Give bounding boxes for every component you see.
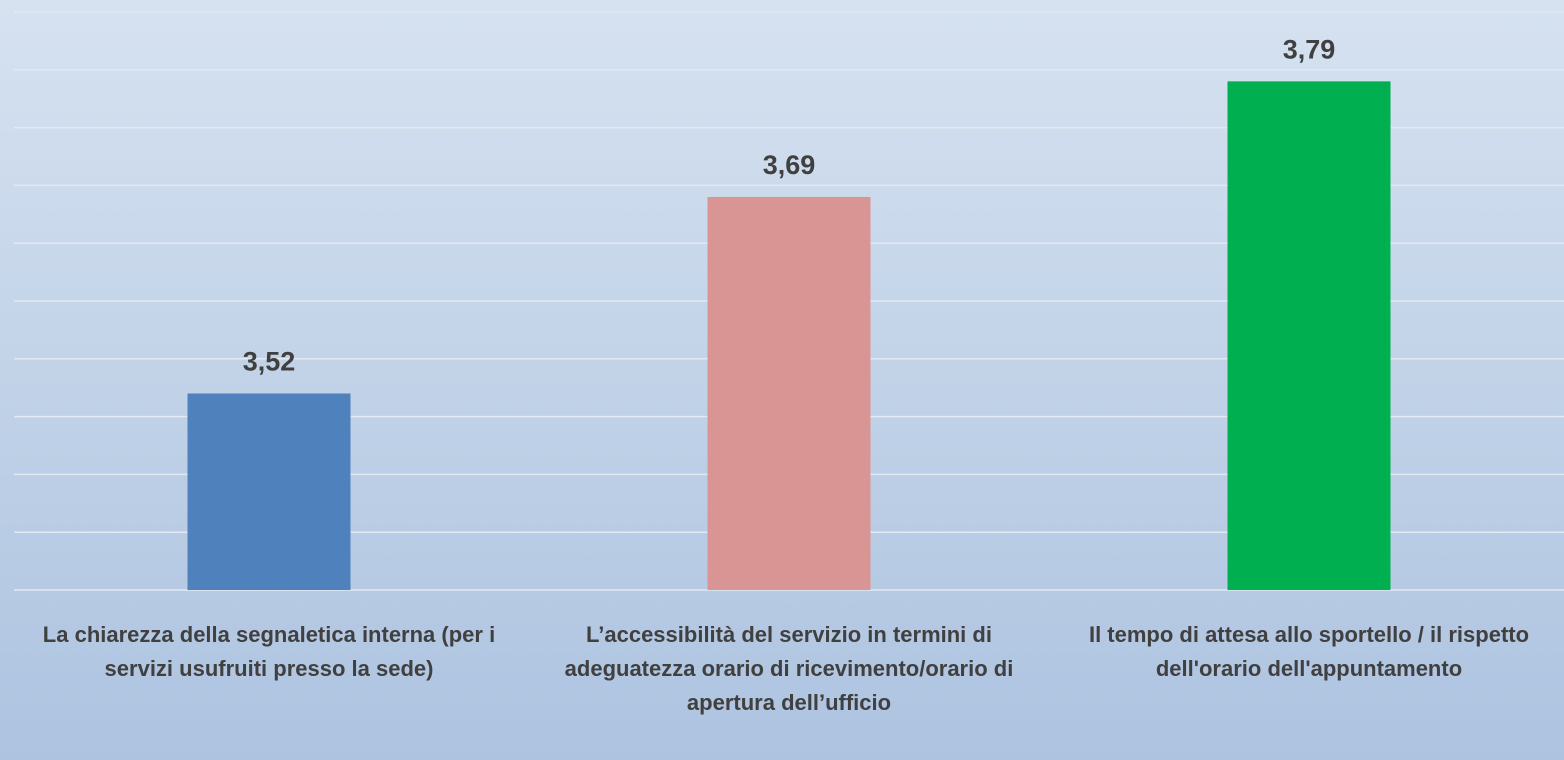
bar: [1227, 81, 1391, 591]
bar: [187, 393, 351, 590]
bar: [707, 196, 871, 590]
x-tick-label: Il tempo di attesa allo sportello / il r…: [1088, 622, 1530, 681]
x-tick-label: La chiarezza della segnaletica interna (…: [42, 622, 496, 681]
value-label: 3,69: [763, 150, 816, 180]
value-label: 3,79: [1283, 34, 1336, 64]
value-label: 3,52: [243, 346, 296, 376]
x-tick-label: L’accessibilità del servizio in termini …: [564, 622, 1014, 715]
